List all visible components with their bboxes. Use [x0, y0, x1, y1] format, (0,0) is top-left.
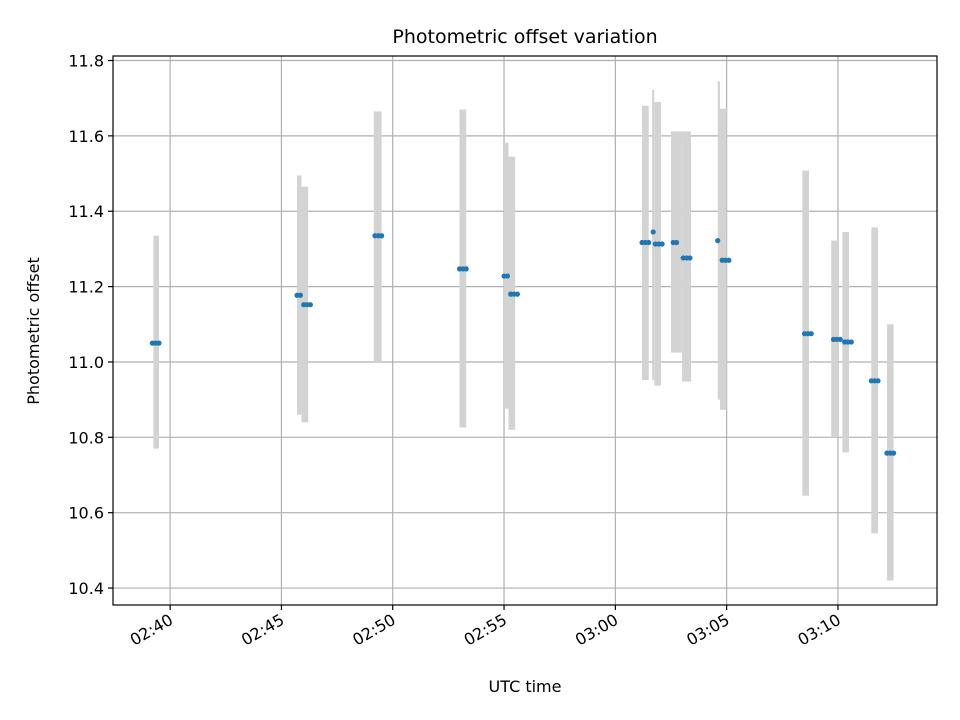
offset-point — [875, 378, 881, 384]
offset-point — [463, 266, 469, 272]
y-axis-ticks: 10.4 10.6 10.8 11.0 11.2 11.4 11.6 11.8 — [68, 52, 113, 598]
grid-lines — [113, 56, 937, 605]
y-tick-label: 10.4 — [68, 579, 104, 598]
offset-point — [848, 339, 854, 345]
x-tick-label: 02:40 — [127, 610, 176, 650]
y-tick-label: 11.8 — [68, 52, 104, 71]
offset-point — [726, 257, 732, 263]
x-tick-label: 03:05 — [683, 610, 732, 650]
y-tick-label: 11.2 — [68, 278, 104, 297]
x-tick-label: 03:00 — [572, 610, 621, 650]
chart-title: Photometric offset variation — [392, 26, 657, 48]
offset-point — [646, 239, 652, 246]
offset-range-bar — [652, 89, 655, 381]
offset-point — [156, 340, 162, 346]
offset-point — [687, 255, 693, 261]
y-tick-label: 10.8 — [68, 428, 104, 447]
offset-points — [149, 229, 897, 456]
x-axis-label: UTC time — [489, 677, 562, 696]
offset-point — [659, 241, 665, 247]
offset-point — [837, 336, 843, 342]
y-tick-label: 11.4 — [68, 202, 104, 221]
y-axis-label: Photometric offset — [24, 257, 43, 405]
offset-point — [297, 292, 303, 298]
x-axis-ticks: 02:40 02:45 02:50 02:55 03:00 03:05 03:10 — [127, 605, 844, 650]
x-tick-label: 02:50 — [349, 610, 398, 650]
y-tick-label: 11.6 — [68, 127, 104, 146]
offset-point — [504, 273, 510, 279]
offset-point — [808, 331, 814, 337]
y-tick-label: 11.0 — [68, 353, 104, 372]
offset-point — [650, 229, 656, 235]
x-tick-label: 02:45 — [238, 610, 287, 650]
plot-frame — [112, 55, 938, 606]
x-tick-label: 02:55 — [461, 610, 510, 650]
offset-range-bars — [153, 81, 894, 581]
offset-point — [715, 238, 721, 244]
offset-point — [379, 233, 385, 239]
y-tick-label: 10.6 — [68, 504, 104, 523]
offset-point — [307, 302, 313, 308]
x-tick-label: 03:10 — [795, 610, 844, 650]
offset-point — [514, 291, 520, 297]
offset-point — [673, 239, 680, 246]
offset-point — [890, 450, 897, 456]
